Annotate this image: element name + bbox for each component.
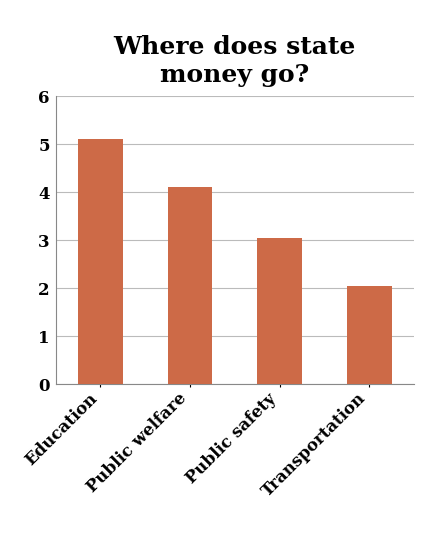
Bar bbox=[346, 286, 391, 384]
Title: Where does state
money go?: Where does state money go? bbox=[113, 35, 355, 87]
Bar bbox=[167, 187, 212, 384]
Bar bbox=[256, 238, 302, 384]
Bar bbox=[78, 139, 123, 384]
